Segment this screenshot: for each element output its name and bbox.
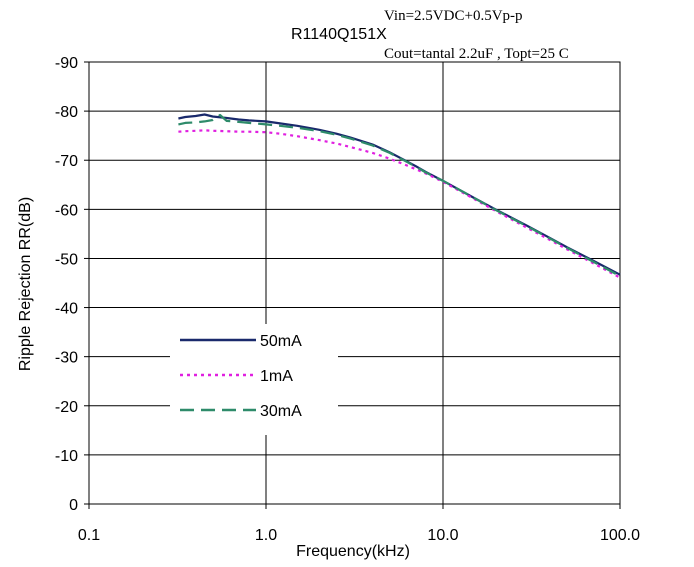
y-tick-label: -40 xyxy=(55,301,78,318)
x-tick-label: 1.0 xyxy=(255,527,277,544)
axis-ticks: -90 -80 -70 -60 -50 -40 -30 -20 -10 00.1 1.0 10.0 10… xyxy=(55,55,640,544)
series-line-1ma xyxy=(178,129,621,279)
x-tick-label: 0.1 xyxy=(78,527,100,544)
series-lines xyxy=(178,113,621,279)
conditions-line-2: Cout=tantal 2.2uF , Topt=25 C xyxy=(384,46,569,62)
y-tick-label: -30 xyxy=(55,350,78,367)
series-line-50ma xyxy=(178,113,621,276)
grid-lines xyxy=(88,61,621,505)
plot-area xyxy=(88,61,621,505)
legend-label-50ma: 50mA xyxy=(260,333,302,350)
y-tick-label: -50 xyxy=(55,251,78,268)
y-tick-label: 0 xyxy=(69,497,78,514)
chart-title: R1140Q151X xyxy=(291,26,387,43)
y-tick-label: -80 xyxy=(55,104,78,121)
x-tick-label: 10.0 xyxy=(427,527,458,544)
legend-background xyxy=(170,324,338,435)
y-tick-label: -10 xyxy=(55,448,78,465)
conditions-line-1: Vin=2.5VDC+0.5Vp-p xyxy=(384,8,523,24)
series-line-30ma xyxy=(178,113,621,278)
legend-label-1ma: 1mA xyxy=(260,368,293,385)
y-tick-label: -70 xyxy=(55,153,78,170)
y-tick-label: -20 xyxy=(55,399,78,416)
legend-label-30ma: 30mA xyxy=(260,403,302,420)
y-tick-label: -90 xyxy=(55,55,78,72)
y-axis-label: Ripple Rejection RR(dB) xyxy=(17,197,34,371)
legend: 50mA 1mA 30mA xyxy=(170,324,338,435)
y-tick-label: -60 xyxy=(55,202,78,219)
x-tick-label: 100.0 xyxy=(600,527,640,544)
x-axis-label: Frequency(kHz) xyxy=(296,543,410,560)
